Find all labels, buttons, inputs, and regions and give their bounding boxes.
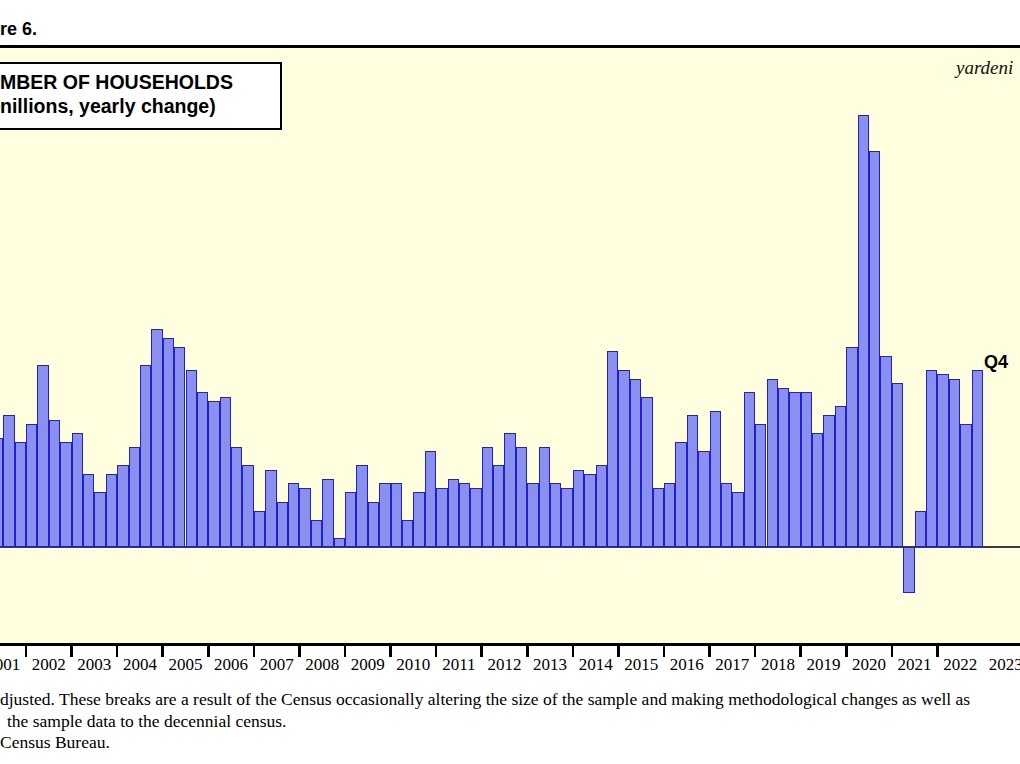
bar	[356, 465, 367, 547]
bar	[129, 447, 140, 547]
bar	[402, 520, 413, 547]
bar	[903, 547, 914, 593]
bar	[767, 379, 778, 547]
bar	[630, 379, 641, 547]
x-axis-line	[0, 643, 1020, 646]
bar	[744, 392, 755, 547]
bar	[778, 388, 789, 547]
bar	[265, 470, 276, 547]
bar	[174, 347, 185, 547]
chart-title-line1: MBER OF HOUSEHOLDS	[0, 70, 280, 94]
bar	[880, 356, 891, 547]
bar	[687, 415, 698, 547]
bar	[516, 447, 527, 547]
bar	[197, 392, 208, 547]
bar	[812, 433, 823, 547]
bar	[72, 433, 83, 547]
latest-quarter-annotation: Q4	[984, 352, 1008, 373]
bar	[15, 442, 26, 547]
footnote: djusted. These breaks are a result of th…	[0, 689, 1020, 754]
bar	[573, 470, 584, 547]
bar	[482, 447, 493, 547]
bar	[413, 492, 424, 547]
bar	[470, 488, 481, 547]
bar	[436, 488, 447, 547]
bar	[607, 351, 618, 547]
bar	[391, 483, 402, 547]
bar	[801, 392, 812, 547]
bar	[721, 483, 732, 547]
bar	[596, 465, 607, 547]
bar	[835, 406, 846, 547]
bar	[254, 511, 265, 547]
bar	[653, 488, 664, 547]
bar	[117, 465, 128, 547]
bar	[915, 511, 926, 547]
bar	[425, 451, 436, 547]
bar	[949, 379, 960, 547]
bar	[186, 370, 197, 547]
bar	[527, 483, 538, 547]
bar	[937, 374, 948, 547]
bar	[345, 492, 356, 547]
bar	[493, 465, 504, 547]
bar	[334, 538, 345, 547]
footnote-line1: djusted. These breaks are a result of th…	[0, 689, 1020, 711]
bar	[504, 433, 515, 547]
bar	[242, 465, 253, 547]
bar	[83, 474, 94, 547]
bar	[26, 424, 37, 547]
bar	[220, 397, 231, 547]
bar	[846, 347, 857, 547]
bar	[550, 483, 561, 547]
bar	[675, 442, 686, 547]
bar	[823, 415, 834, 547]
bar	[37, 365, 48, 547]
bar	[755, 424, 766, 547]
bar	[379, 483, 390, 547]
bar	[299, 488, 310, 547]
bar	[106, 474, 117, 547]
bar	[698, 451, 709, 547]
bar	[322, 479, 333, 547]
bar	[94, 492, 105, 547]
bar	[539, 447, 550, 547]
bar	[618, 370, 629, 547]
bar	[869, 151, 880, 547]
bar	[892, 383, 903, 547]
bar	[163, 338, 174, 547]
bar	[789, 392, 800, 547]
bar	[972, 370, 983, 547]
bar	[3, 415, 14, 547]
bar	[311, 520, 322, 547]
bar	[459, 483, 470, 547]
chart-title-line2: nillions, yearly change)	[0, 94, 280, 118]
bar	[60, 442, 71, 547]
bar	[710, 411, 721, 548]
footnote-line3: Census Bureau.	[0, 732, 1020, 754]
bar	[641, 397, 652, 547]
bar	[926, 370, 937, 547]
bar	[664, 483, 675, 547]
chart-title-box: MBER OF HOUSEHOLDS nillions, yearly chan…	[0, 62, 282, 130]
bar	[732, 492, 743, 547]
bar	[960, 424, 971, 547]
bar	[858, 115, 869, 547]
bar	[277, 502, 288, 548]
bar	[584, 474, 595, 547]
bar	[140, 365, 151, 547]
bar	[208, 401, 219, 547]
bar	[231, 447, 242, 547]
bar	[288, 483, 299, 547]
bar	[561, 488, 572, 547]
footnote-line2: the sample data to the decennial census.	[0, 711, 1020, 733]
bar	[151, 329, 162, 547]
bar	[448, 479, 459, 547]
bar	[368, 502, 379, 548]
bar	[49, 420, 60, 547]
x-axis-year-label: 2023	[976, 655, 1020, 675]
